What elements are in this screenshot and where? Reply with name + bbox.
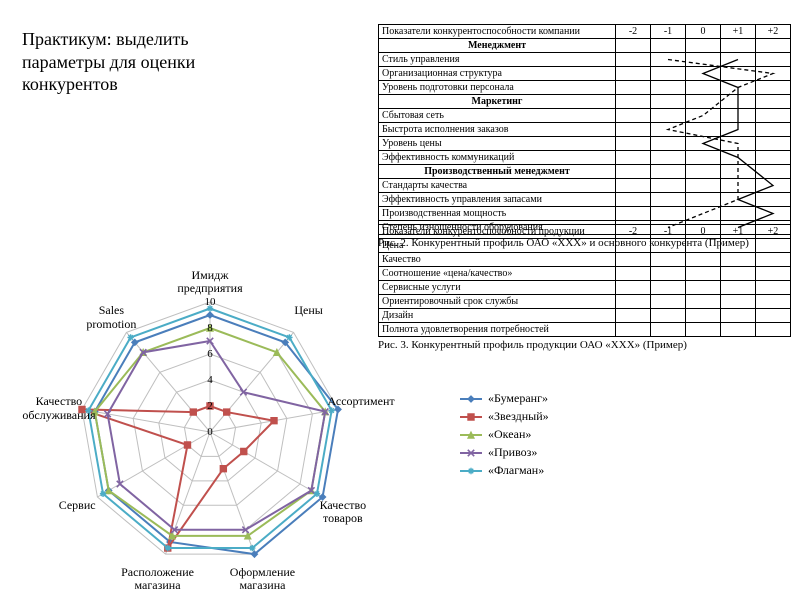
scale-col: -1 bbox=[651, 225, 686, 239]
radar-axis-label: Sales promotion bbox=[66, 304, 156, 330]
scale-col: -1 bbox=[651, 25, 686, 39]
radar-axis-label: Сервис bbox=[32, 499, 122, 512]
radar-axis-label: Имидж предприятия bbox=[165, 269, 255, 295]
scale-col: -2 bbox=[616, 225, 651, 239]
scale-col: +2 bbox=[756, 25, 791, 39]
radar-tick: 8 bbox=[200, 322, 220, 334]
radar-chart: 0 2 4 6 8 10Имидж предприятия Цены Ассортимент К… bbox=[0, 0, 460, 600]
legend-label: «Флагман» bbox=[488, 463, 544, 478]
radar-tick: 6 bbox=[200, 348, 220, 360]
legend-item: «Флагман» bbox=[460, 463, 549, 478]
legend-label: «Океан» bbox=[488, 427, 531, 442]
legend-item: «Бумеранг» bbox=[460, 391, 549, 406]
scale-col: -2 bbox=[616, 25, 651, 39]
legend-item: «Звездный» bbox=[460, 409, 549, 424]
scale-col: 0 bbox=[686, 25, 721, 39]
legend-label: «Звездный» bbox=[488, 409, 549, 424]
radar-axis-label: Качество товаров bbox=[298, 499, 388, 525]
legend-item: «Океан» bbox=[460, 427, 549, 442]
radar-axis-label: Ассортимент bbox=[316, 395, 406, 408]
radar-tick: 10 bbox=[200, 296, 220, 308]
legend-item: «Привоз» bbox=[460, 445, 549, 460]
scale-col: +2 bbox=[756, 225, 791, 239]
radar-tick: 2 bbox=[200, 400, 220, 412]
radar-tick: 4 bbox=[200, 374, 220, 386]
radar-tick: 0 bbox=[200, 426, 220, 438]
legend-label: «Привоз» bbox=[488, 445, 537, 460]
radar-axis-label: Оформление магазина bbox=[217, 566, 307, 592]
radar-legend: «Бумеранг» «Звездный» «Океан» «Привоз» «Флаг… bbox=[460, 388, 549, 481]
scale-col: +1 bbox=[721, 25, 756, 39]
legend-label: «Бумеранг» bbox=[488, 391, 548, 406]
radar-axis-label: Расположение магазина bbox=[113, 566, 203, 592]
scale-col: +1 bbox=[721, 225, 756, 239]
scale-col: 0 bbox=[686, 225, 721, 239]
radar-axis-label: Цены bbox=[264, 304, 354, 317]
radar-axis-label: Качество обслуживания bbox=[14, 395, 104, 421]
